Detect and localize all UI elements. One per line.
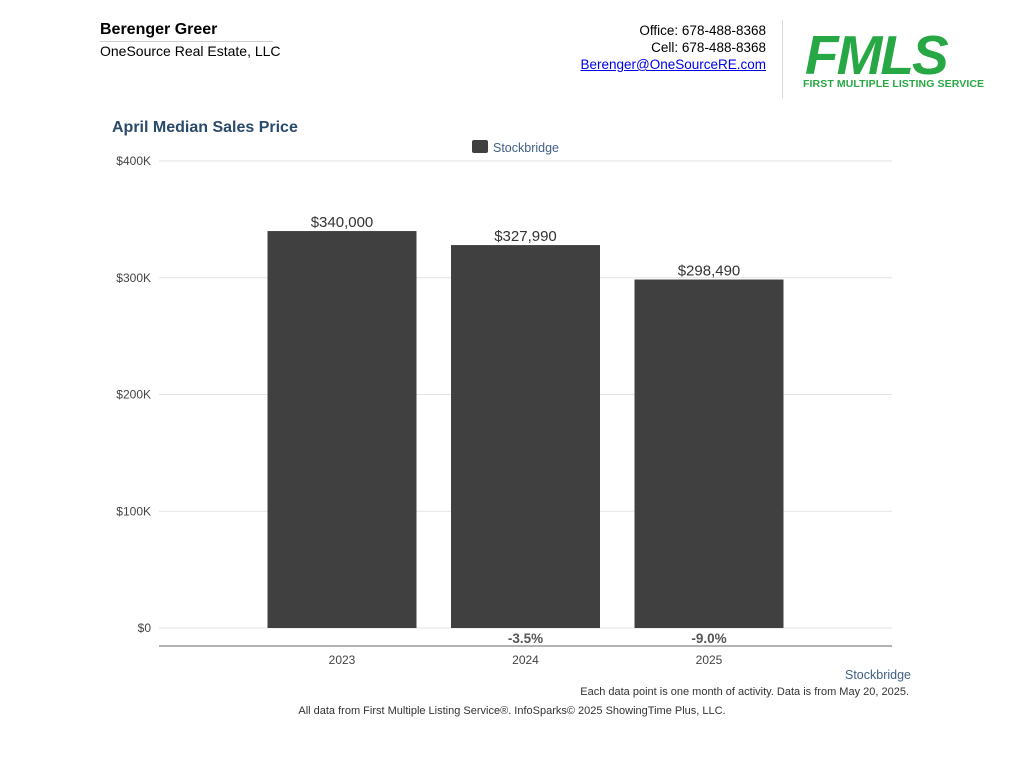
bar-value-label: $327,990	[494, 228, 557, 245]
fmls-logo: FMLS FIRST MULTIPLE LISTING SERVICE	[803, 24, 989, 92]
data-labels: $340,000 $327,990 -3.5% $298,490 -9.0%	[311, 214, 741, 646]
email-link[interactable]: Berenger@OneSourceRE.com	[580, 57, 766, 72]
change-label: -3.5%	[508, 631, 543, 646]
axes: $0 $100K $200K $300K $400K 2023 2024 2025	[116, 154, 892, 667]
y-tick-label: $400K	[116, 154, 151, 168]
x-tick-label: 2023	[329, 653, 356, 667]
bar	[634, 279, 784, 628]
series-footer-label: Stockbridge	[844, 668, 911, 682]
header-divider	[782, 20, 783, 98]
legend-label: Stockbridge	[493, 141, 559, 155]
legend: Stockbridge	[472, 140, 559, 155]
chart-title: April Median Sales Price	[112, 119, 298, 136]
bar	[451, 245, 600, 629]
legend-swatch	[472, 140, 488, 153]
agent-company: OneSource Real Estate, LLC	[100, 43, 281, 59]
x-tick-label: 2025	[696, 653, 723, 667]
bar	[267, 231, 417, 629]
fmls-logo-subtitle: FIRST MULTIPLE LISTING SERVICE	[803, 78, 985, 90]
fmls-logo-word: FMLS	[805, 26, 949, 78]
y-tick-label: $0	[138, 621, 152, 635]
data-note: Each data point is one month of activity…	[580, 686, 909, 698]
x-tick-label: 2024	[512, 653, 539, 667]
y-tick-label: $200K	[116, 388, 151, 402]
bar-value-label: $298,490	[678, 263, 741, 280]
contact-block: Office: 678-488-8368 Cell: 678-488-8368 …	[580, 22, 766, 73]
agent-name: Berenger Greer	[100, 21, 273, 42]
y-tick-label: $300K	[116, 271, 151, 285]
bar-value-label: $340,000	[311, 214, 374, 231]
y-tick-label: $100K	[116, 504, 151, 518]
fmls-logo-mark: FMLS	[805, 24, 951, 86]
data-credit: All data from First Multiple Listing Ser…	[298, 705, 726, 717]
change-label: -9.0%	[691, 631, 726, 646]
cell-phone: Cell: 678-488-8368	[651, 40, 766, 55]
office-phone: Office: 678-488-8368	[639, 23, 766, 38]
bars	[267, 231, 784, 629]
